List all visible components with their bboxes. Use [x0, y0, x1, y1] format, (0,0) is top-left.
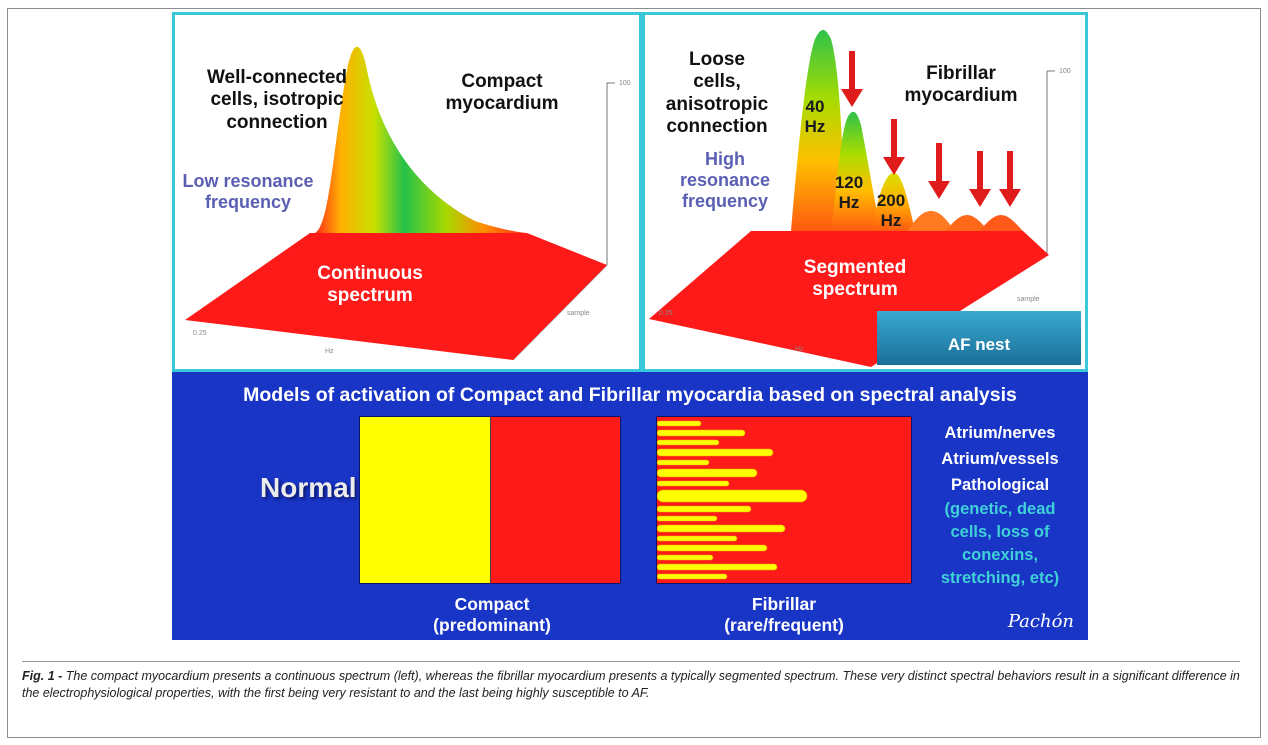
- myocardium-type-label: Fibrillar myocardium: [899, 63, 1023, 108]
- activation-models-title: Models of activation of Compact and Fibr…: [172, 384, 1088, 407]
- fibrillar-model-box: [656, 416, 912, 584]
- activation-models-panel: Models of activation of Compact and Fibr…: [172, 372, 1088, 640]
- normal-label: Normal: [260, 472, 356, 504]
- caption-text: The compact myocardium presents a contin…: [22, 669, 1240, 700]
- svg-text:0.25: 0.25: [659, 310, 673, 317]
- resonance-label: High resonance frequency: [673, 149, 777, 213]
- compact-red-region: [491, 417, 620, 583]
- af-nest-label: AF nest: [877, 311, 1081, 365]
- fibrillar-fibers: [657, 417, 912, 584]
- svg-text:sample: sample: [1017, 296, 1040, 303]
- svg-text:Hz: Hz: [795, 346, 804, 353]
- caption-prefix: Fig. 1 -: [22, 669, 62, 683]
- compact-caption: Compact (predominant): [412, 594, 572, 637]
- myocardium-type-label: Compact myocardium: [437, 71, 567, 116]
- cell-connection-label: Well-connected cells, isotropic connecti…: [197, 67, 357, 134]
- svg-text:100: 100: [619, 80, 631, 87]
- peak-label-120hz: 120 Hz: [831, 173, 867, 213]
- peak-harmonic-6: [979, 215, 1023, 231]
- caption-divider: [22, 661, 1240, 662]
- compact-model-box: [359, 416, 621, 584]
- figure: 0.25 Hz sample 100 Well-connected cells,…: [172, 12, 1088, 640]
- conditions-list: Atrium/nerves Atrium/vessels Pathologica…: [932, 420, 1068, 590]
- svg-text:Hz: Hz: [325, 348, 334, 355]
- peak-label-200hz: 200 Hz: [871, 191, 911, 231]
- author-signature: Pachón: [1008, 611, 1074, 632]
- compact-yellow-region: [360, 417, 491, 583]
- peak-label-40hz: 40 Hz: [797, 97, 833, 137]
- svg-text:sample: sample: [567, 310, 590, 317]
- spectrum-label: Continuous spectrum: [310, 263, 430, 308]
- svg-text:0.25: 0.25: [193, 330, 207, 337]
- fibrillar-caption: Fibrillar (rare/frequent): [694, 594, 874, 637]
- svg-text:100: 100: [1059, 68, 1071, 75]
- continuous-spectrum-panel: 0.25 Hz sample 100 Well-connected cells,…: [172, 12, 642, 372]
- list-item: Pathological: [932, 472, 1068, 498]
- spectrum-label: Segmented spectrum: [795, 257, 915, 302]
- peak-harmonic-4: [907, 211, 955, 231]
- cell-connection-label: Loose cells, anisotropic connection: [663, 49, 771, 139]
- list-item: Atrium/nerves: [932, 420, 1068, 446]
- resonance-label: Low resonance frequency: [175, 171, 321, 213]
- list-item: Atrium/vessels: [932, 446, 1068, 472]
- list-item-detail: (genetic, dead cells, loss of conexins, …: [932, 498, 1068, 590]
- figure-caption: Fig. 1 - The compact myocardium presents…: [22, 668, 1242, 702]
- segmented-spectrum-panel: 0.25 Hz sample 100 Loose cells, anisotro…: [642, 12, 1088, 372]
